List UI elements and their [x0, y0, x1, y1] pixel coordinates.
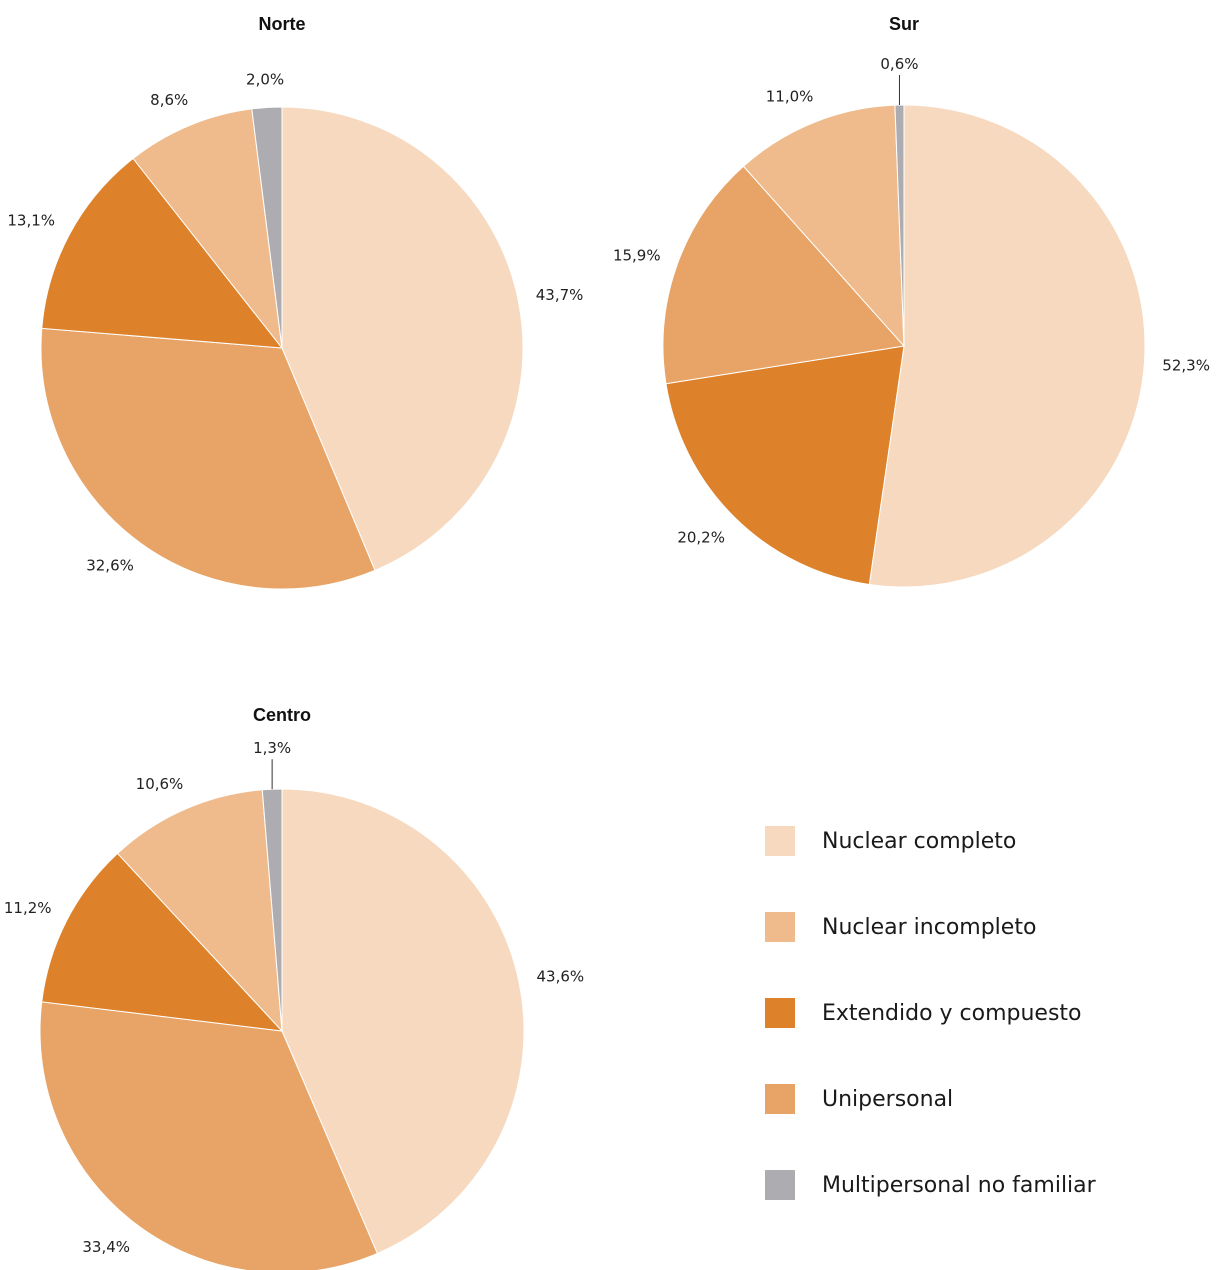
pie-centro: Centro 43,6% 33,4% 11,2% 10,6% 1,3%	[4, 705, 584, 1270]
legend-label: Multipersonal no familiar	[822, 1172, 1096, 1198]
pie-norte: Norte 43,7% 32,6% 13,1% 8,6% 2,0%	[7, 14, 584, 590]
legend-item-nuclear-completo: Nuclear completo	[765, 825, 1205, 857]
legend-item-nuclear-incompleto: Nuclear incompleto	[765, 911, 1205, 943]
legend-item-unipersonal: Unipersonal	[765, 1083, 1205, 1115]
legend-swatch	[765, 912, 795, 942]
pie-slice-unipersonal	[662, 165, 905, 385]
legend-swatch	[765, 998, 795, 1028]
pie-slice-multipersonal-no-familiar	[251, 106, 283, 349]
legend-label: Unipersonal	[822, 1086, 954, 1112]
slice-label-multipersonal-no-familiar: 0,6%	[880, 55, 918, 73]
pie-slice-unipersonal	[40, 327, 376, 590]
slice-label-multipersonal-no-familiar: 2,0%	[246, 71, 284, 89]
slice-label-extendido-y-compuesto: 11,2%	[4, 899, 52, 917]
slice-label-extendido-y-compuesto: 13,1%	[7, 212, 55, 230]
slice-label-nuclear-incompleto: 10,6%	[136, 775, 184, 793]
slice-label-unipersonal: 33,4%	[82, 1238, 130, 1256]
legend-label: Extendido y compuesto	[822, 1000, 1082, 1026]
pie-slice-nuclear-completo	[281, 788, 525, 1255]
pie-slice-nuclear-incompleto	[742, 104, 905, 348]
pie-slice-nuclear-incompleto	[132, 108, 283, 350]
pie-slice-unipersonal	[39, 1001, 378, 1270]
slice-label-nuclear-completo: 43,7%	[536, 286, 584, 304]
pie-slice-extendido-y-compuesto	[665, 345, 905, 586]
pie-slice-multipersonal-no-familiar	[261, 788, 283, 1032]
chart-title: Centro	[253, 705, 311, 725]
pie-slice-nuclear-completo	[868, 104, 1146, 588]
pie-slice-extendido-y-compuesto	[41, 852, 284, 1032]
legend-swatch	[765, 1084, 795, 1114]
pie-sur: Sur 52,3% 20,2% 15,9% 11,0% 0,6%	[613, 14, 1210, 588]
slice-label-unipersonal: 32,6%	[86, 557, 134, 575]
legend-item-multipersonal-no-familiar: Multipersonal no familiar	[765, 1169, 1205, 1201]
slice-label-multipersonal-no-familiar: 1,3%	[253, 739, 291, 757]
pie-slice-multipersonal-no-familiar	[894, 104, 905, 347]
pie-slice-nuclear-incompleto	[116, 789, 283, 1033]
slice-label-nuclear-incompleto: 8,6%	[150, 91, 188, 109]
slice-label-nuclear-completo: 52,3%	[1162, 356, 1210, 374]
legend-swatch	[765, 1170, 795, 1200]
legend-label: Nuclear completo	[822, 828, 1017, 854]
chart-title: Sur	[889, 14, 919, 34]
slice-label-extendido-y-compuesto: 20,2%	[677, 528, 725, 546]
pie-slice-extendido-y-compuesto	[41, 157, 284, 349]
slice-label-unipersonal: 15,9%	[613, 247, 661, 265]
legend-swatch	[765, 826, 795, 856]
slice-label-nuclear-completo: 43,6%	[536, 968, 584, 986]
legend-label: Nuclear incompleto	[822, 914, 1037, 940]
legend-item-extendido-y-compuesto: Extendido y compuesto	[765, 997, 1205, 1029]
slice-label-nuclear-incompleto: 11,0%	[766, 88, 814, 106]
chart-title: Norte	[258, 14, 305, 34]
legend: Nuclear completo Nuclear incompleto Exte…	[765, 825, 1205, 1255]
pie-slice-nuclear-completo	[281, 106, 524, 572]
